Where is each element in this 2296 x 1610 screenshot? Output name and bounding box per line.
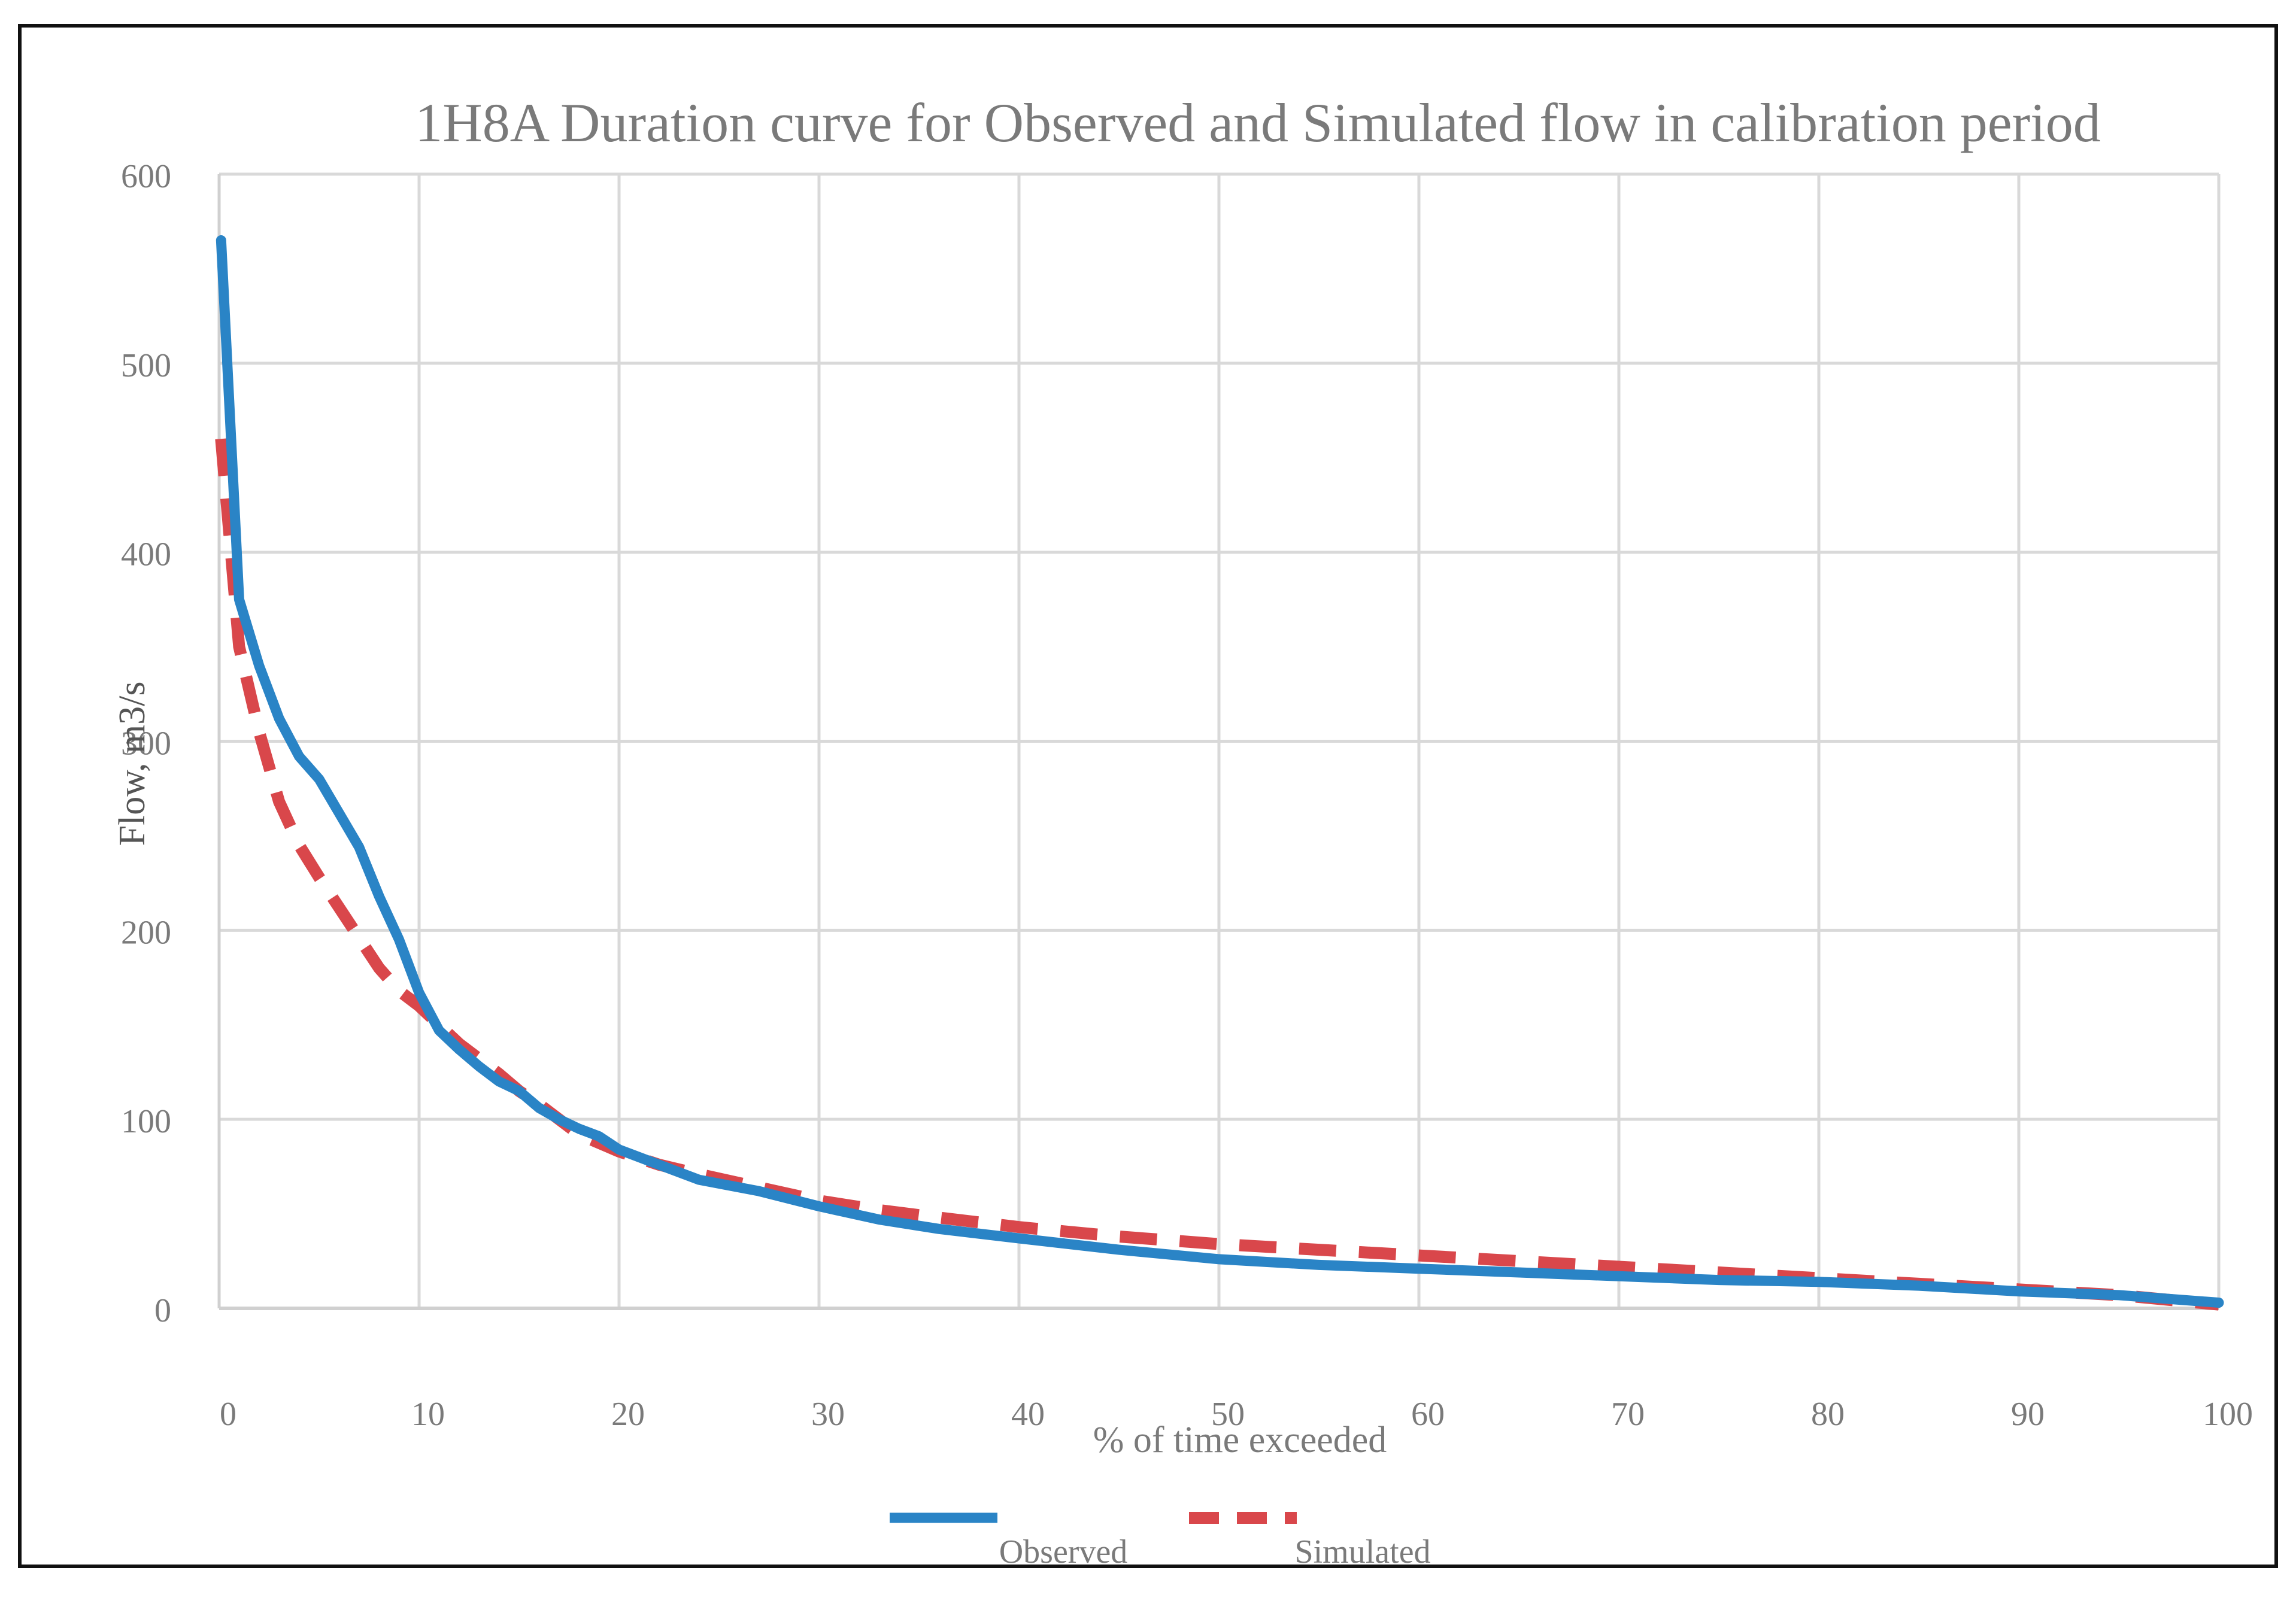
- x-tick-label: 60: [1411, 1396, 1445, 1433]
- duration-curve-chart: 1H8A Duration curve for Observed and Sim…: [112, 92, 2253, 1570]
- series-line-observed: [216, 235, 2224, 1308]
- y-tick-label: 200: [121, 914, 171, 951]
- x-tick-label: 10: [411, 1396, 445, 1433]
- legend-label-observed: Observed: [999, 1533, 1128, 1570]
- x-tick-label: 20: [611, 1396, 645, 1433]
- chart-title: 1H8A Duration curve for Observed and Sim…: [415, 92, 2100, 153]
- x-tick-label: 50: [1211, 1396, 1245, 1433]
- legend-label-simulated: Simulated: [1294, 1533, 1430, 1570]
- y-tick-label: 600: [121, 158, 171, 195]
- x-tick-label: 30: [811, 1396, 845, 1433]
- x-tick-label: 90: [2011, 1396, 2045, 1433]
- x-tick-label: 80: [1811, 1396, 1845, 1433]
- y-tick-label: 100: [121, 1103, 171, 1140]
- grid: [219, 172, 2221, 1308]
- chart-frame: 1H8A Duration curve for Observed and Sim…: [18, 24, 2278, 1570]
- legend: Observed Simulated: [890, 1512, 1431, 1570]
- x-tick-label: 100: [2203, 1396, 2253, 1433]
- y-tick-label: 500: [121, 347, 171, 384]
- series-layer: [215, 235, 2224, 1311]
- x-tick-label: 0: [220, 1396, 236, 1433]
- x-axis-label: % of time exceeded: [1093, 1420, 1387, 1460]
- y-tick-label: 0: [154, 1292, 171, 1329]
- x-tick-label: 70: [1611, 1396, 1645, 1433]
- y-tick-label: 400: [121, 536, 171, 573]
- tick-labels: 0 100 200 300 400 500 600 0 10 20 30 40 50 60 70 80 90 10…: [121, 158, 2253, 1433]
- x-tick-label: 40: [1011, 1396, 1045, 1433]
- axes: [217, 174, 2219, 1310]
- y-tick-label: 300: [121, 725, 171, 763]
- y-axis-label: Flow, m3/s: [112, 681, 153, 846]
